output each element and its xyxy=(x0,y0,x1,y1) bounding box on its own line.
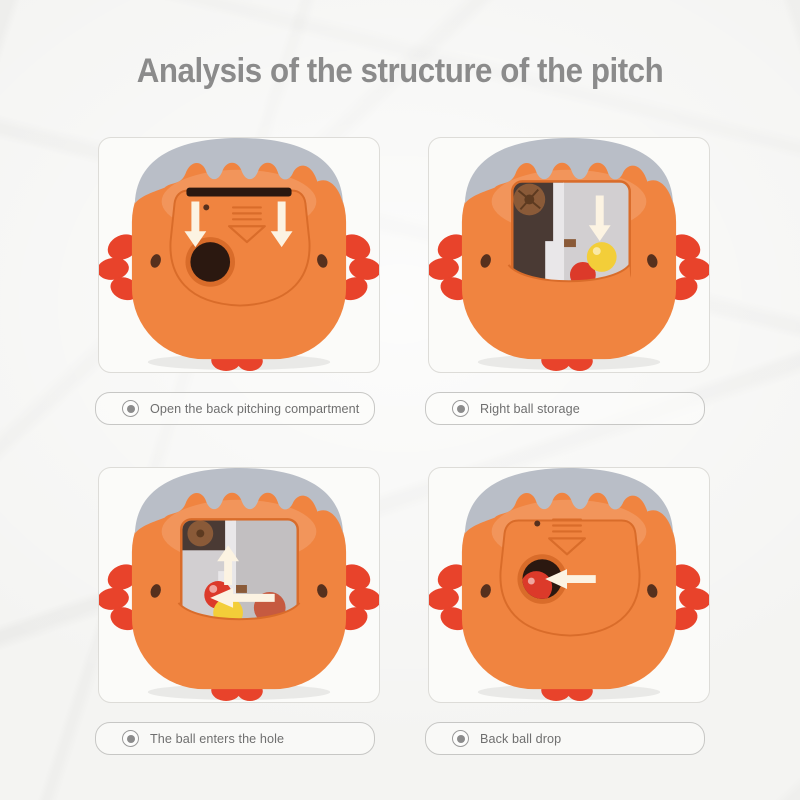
caption-pill-1: Open the back pitching compartment xyxy=(95,392,375,425)
caption-pill-2: Right ball storage xyxy=(425,392,705,425)
product-photo-panel-1 xyxy=(98,137,380,373)
left-arrow-annotation xyxy=(545,569,596,589)
direction-arrows-annotation xyxy=(210,545,275,608)
product-photo-panel-2 xyxy=(428,137,710,373)
caption-label: Right ball storage xyxy=(480,401,580,416)
caption-label: The ball enters the hole xyxy=(150,731,285,746)
product-photo-panel-3 xyxy=(98,467,380,703)
caption-pill-4: Back ball drop xyxy=(425,722,705,755)
left-arrow-icon xyxy=(545,569,596,589)
pitch-hole xyxy=(190,242,231,282)
product-photo-panel-4 xyxy=(428,467,710,703)
radio-bullet-icon xyxy=(452,400,469,417)
toy-back-door-closed-illustration xyxy=(99,138,379,372)
caption-label: Back ball drop xyxy=(480,731,562,746)
yellow-ball xyxy=(213,597,243,620)
yellow-ball xyxy=(586,242,617,272)
open-compartment xyxy=(176,518,302,650)
closed-back-door xyxy=(499,518,641,637)
radio-bullet-icon xyxy=(452,730,469,747)
closed-back-door xyxy=(169,187,311,307)
up-arrow-icon xyxy=(217,545,239,585)
toy-back-open-ball-entering-illustration xyxy=(99,468,379,702)
toy-back-ball-drop-illustration xyxy=(429,468,709,702)
caption-pill-3: The ball enters the hole xyxy=(95,722,375,755)
radio-bullet-icon xyxy=(122,730,139,747)
open-compartment xyxy=(506,180,632,316)
left-arrow-icon xyxy=(210,587,275,608)
toy-back-open-ball-storage-illustration xyxy=(429,138,709,372)
page-title: Analysis of the structure of the pitch xyxy=(136,52,664,90)
caption-label: Open the back pitching compartment xyxy=(150,401,360,416)
radio-bullet-icon xyxy=(122,400,139,417)
